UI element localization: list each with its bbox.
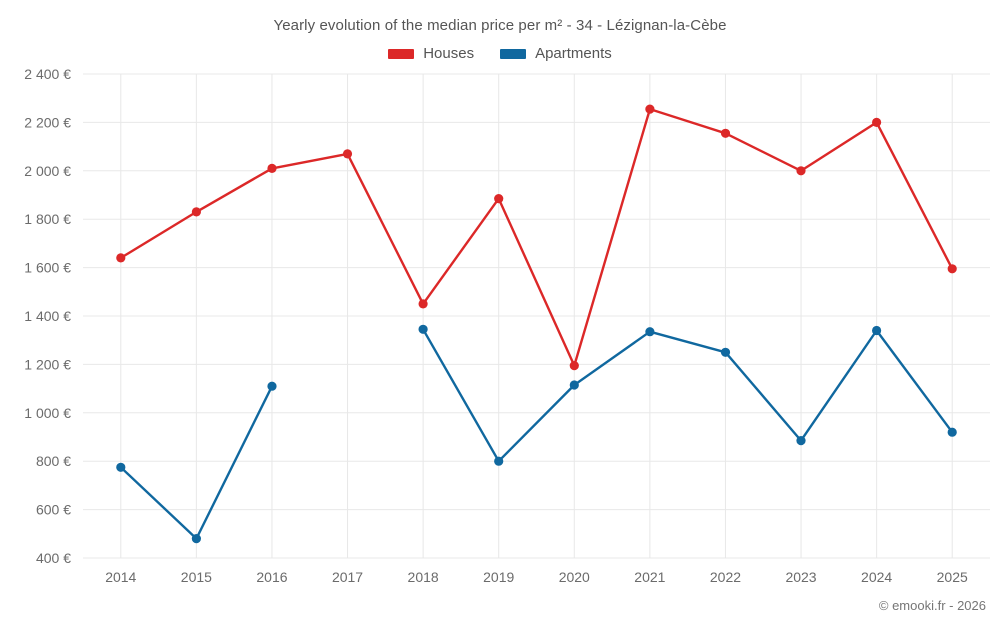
y-axis-tick-label: 2 400 € bbox=[24, 66, 71, 82]
y-axis-tick-label: 600 € bbox=[36, 502, 71, 518]
legend-swatch-houses bbox=[388, 48, 415, 59]
data-point-houses[interactable] bbox=[267, 163, 277, 173]
y-axis-tick-label: 1 600 € bbox=[24, 260, 71, 276]
x-axis-tick-label: 2017 bbox=[332, 569, 363, 585]
legend-label-houses: Houses bbox=[423, 45, 475, 62]
data-point-houses[interactable] bbox=[947, 264, 957, 274]
legend-item-apartments[interactable]: Apartments bbox=[500, 45, 612, 62]
data-point-houses[interactable] bbox=[494, 194, 504, 204]
x-axis-tick-label: 2018 bbox=[408, 569, 439, 585]
chart-legend: Houses Apartments bbox=[0, 45, 1000, 62]
x-axis-tick-label: 2021 bbox=[634, 569, 665, 585]
data-point-apartments[interactable] bbox=[191, 534, 201, 544]
data-point-houses[interactable] bbox=[418, 299, 428, 309]
data-point-houses[interactable] bbox=[569, 361, 579, 371]
x-axis-tick-label: 2025 bbox=[937, 569, 968, 585]
x-axis-tick-label: 2020 bbox=[559, 569, 590, 585]
data-point-houses[interactable] bbox=[116, 253, 126, 263]
data-point-apartments[interactable] bbox=[418, 324, 428, 334]
x-axis-tick-label: 2023 bbox=[785, 569, 816, 585]
legend-swatch-apartments bbox=[500, 48, 527, 59]
footer-credit: © emooki.fr - 2026 bbox=[878, 598, 986, 613]
data-point-apartments[interactable] bbox=[872, 325, 882, 336]
page-title: Yearly evolution of the median price per… bbox=[273, 17, 727, 34]
y-axis-tick-label: 2 200 € bbox=[24, 114, 71, 130]
x-axis-tick-label: 2014 bbox=[105, 569, 136, 585]
x-axis-tick-label: 2015 bbox=[181, 569, 212, 585]
data-point-apartments[interactable] bbox=[494, 456, 504, 466]
data-point-apartments[interactable] bbox=[645, 327, 655, 337]
data-point-houses[interactable] bbox=[872, 117, 882, 127]
data-point-houses[interactable] bbox=[720, 128, 731, 138]
data-point-houses[interactable] bbox=[342, 149, 353, 159]
y-axis-tick-label: 2 000 € bbox=[24, 163, 71, 179]
data-point-apartments[interactable] bbox=[796, 436, 806, 446]
data-point-apartments[interactable] bbox=[720, 347, 731, 357]
legend-label-apartments: Apartments bbox=[535, 45, 612, 62]
x-axis-tick-label: 2022 bbox=[710, 569, 741, 585]
x-axis-tick-label: 2019 bbox=[483, 569, 514, 585]
y-axis-tick-label: 1 200 € bbox=[24, 356, 71, 372]
series-line-houses bbox=[119, 107, 954, 367]
data-point-apartments[interactable] bbox=[569, 380, 579, 390]
x-axis-tick-label: 2024 bbox=[861, 569, 892, 585]
y-axis-tick-label: 1 400 € bbox=[24, 308, 71, 324]
legend-item-houses[interactable]: Houses bbox=[388, 45, 474, 62]
data-point-apartments[interactable] bbox=[116, 462, 126, 472]
data-point-houses[interactable] bbox=[796, 166, 806, 176]
data-point-apartments[interactable] bbox=[267, 381, 277, 391]
data-point-houses[interactable] bbox=[645, 104, 655, 114]
data-point-apartments[interactable] bbox=[947, 427, 957, 437]
data-point-houses[interactable] bbox=[191, 207, 201, 217]
x-axis-tick-label: 2016 bbox=[256, 569, 287, 585]
y-axis-tick-label: 1 000 € bbox=[24, 405, 71, 421]
y-axis-tick-label: 800 € bbox=[36, 453, 71, 469]
y-axis-tick-label: 1 800 € bbox=[24, 211, 71, 227]
y-axis-tick-label: 400 € bbox=[36, 550, 71, 566]
series-line-apartments bbox=[421, 328, 954, 463]
